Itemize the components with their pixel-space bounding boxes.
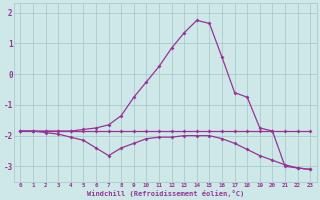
X-axis label: Windchill (Refroidissement éolien,°C): Windchill (Refroidissement éolien,°C): [87, 190, 244, 197]
